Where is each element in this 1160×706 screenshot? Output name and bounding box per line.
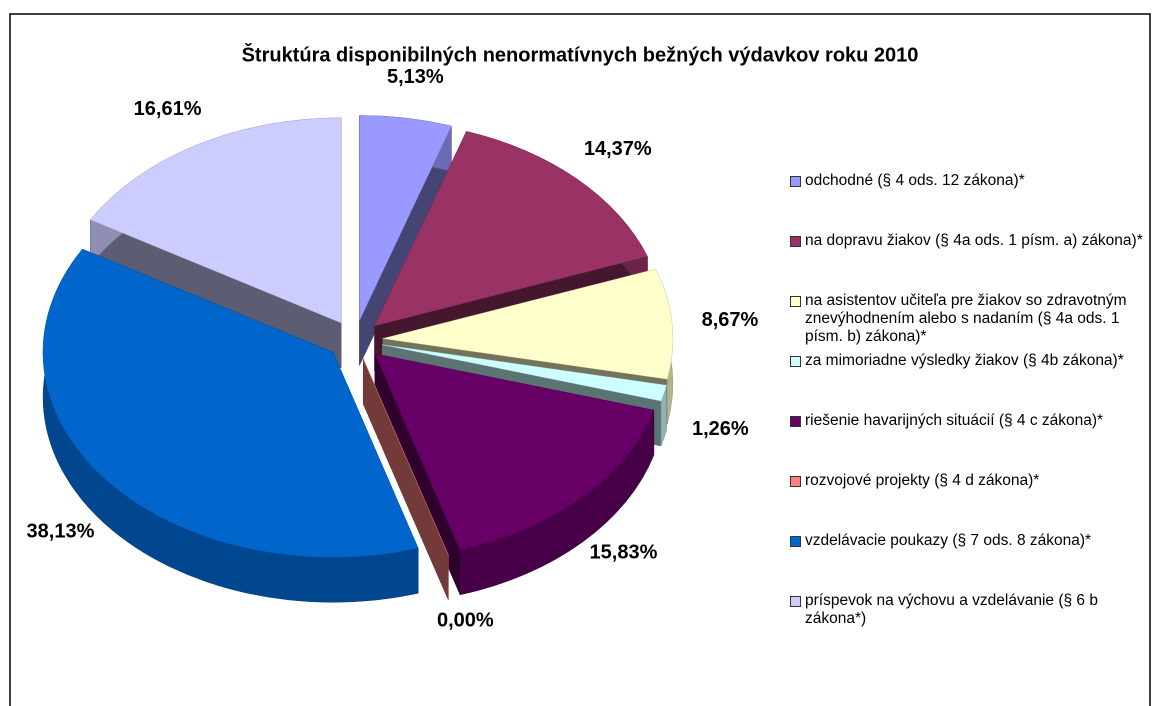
legend-item: odchodné (§ 4 ods. 12 zákona)* (790, 172, 1155, 232)
legend-label: riešenie havarijných situácií (§ 4 c zák… (805, 412, 1104, 429)
slice-label: 8,67% (702, 309, 759, 331)
legend-swatch (790, 416, 801, 427)
slice (382, 268, 674, 380)
legend-item: vzdelávacie poukazy (§ 7 ods. 8 zákona)* (790, 532, 1155, 592)
legend-item: za mimoriadne výsledky žiakov (§ 4b záko… (790, 352, 1155, 412)
slice-label: 5,13% (387, 66, 444, 88)
legend-label: vzdelávacie poukazy (§ 7 ods. 8 zákona)* (805, 532, 1092, 549)
legend-label: odchodné (§ 4 ods. 12 zákona)* (805, 172, 1025, 189)
slice (374, 131, 648, 327)
slice (374, 353, 655, 551)
legend-swatch (790, 176, 801, 187)
slice-label: 16,61% (134, 98, 202, 120)
slice (359, 115, 452, 321)
legend-swatch (790, 356, 801, 367)
legend-swatch (790, 536, 801, 547)
legend-item: riešenie havarijných situácií (§ 4 c zák… (790, 412, 1155, 472)
slice (362, 358, 449, 555)
legend-item: príspevok na výchovu a vzdelávanie (§ 6 … (790, 592, 1155, 652)
legend-label: na dopravu žiakov (§ 4a ods. 1 písm. a) … (805, 232, 1143, 249)
chart-title: Štruktúra disponibilných nenormatívnych … (242, 42, 919, 66)
legend-label: rozvojové projekty (§ 4 d zákona)* (805, 472, 1040, 489)
legend-item: na asistentov učiteľa pre žiakov so zdra… (790, 292, 1155, 352)
slice-label: 38,13% (27, 520, 95, 542)
legend-item: rozvojové projekty (§ 4 d zákona)* (790, 472, 1155, 532)
legend: odchodné (§ 4 ods. 12 zákona)* na dopravu… (790, 172, 1155, 652)
legend-swatch (790, 596, 801, 607)
legend-swatch (790, 236, 801, 247)
slice-label: 1,26% (692, 418, 749, 440)
slice-label: 0,00% (437, 609, 494, 631)
legend-swatch (790, 296, 801, 307)
legend-label: príspevok na výchovu a vzdelávanie (§ 6 … (805, 592, 1098, 627)
legend-label: za mimoriadne výsledky žiakov (§ 4b záko… (805, 352, 1124, 369)
slice (42, 248, 419, 558)
legend-swatch (790, 476, 801, 487)
slice (90, 117, 342, 324)
slice-label: 15,83% (590, 541, 658, 563)
slice (382, 344, 667, 402)
legend-item: na dopravu žiakov (§ 4a ods. 1 písm. a) … (790, 232, 1155, 292)
slice-label: 14,37% (584, 138, 652, 160)
legend-label: na asistentov učiteľa pre žiakov so zdra… (805, 292, 1127, 345)
